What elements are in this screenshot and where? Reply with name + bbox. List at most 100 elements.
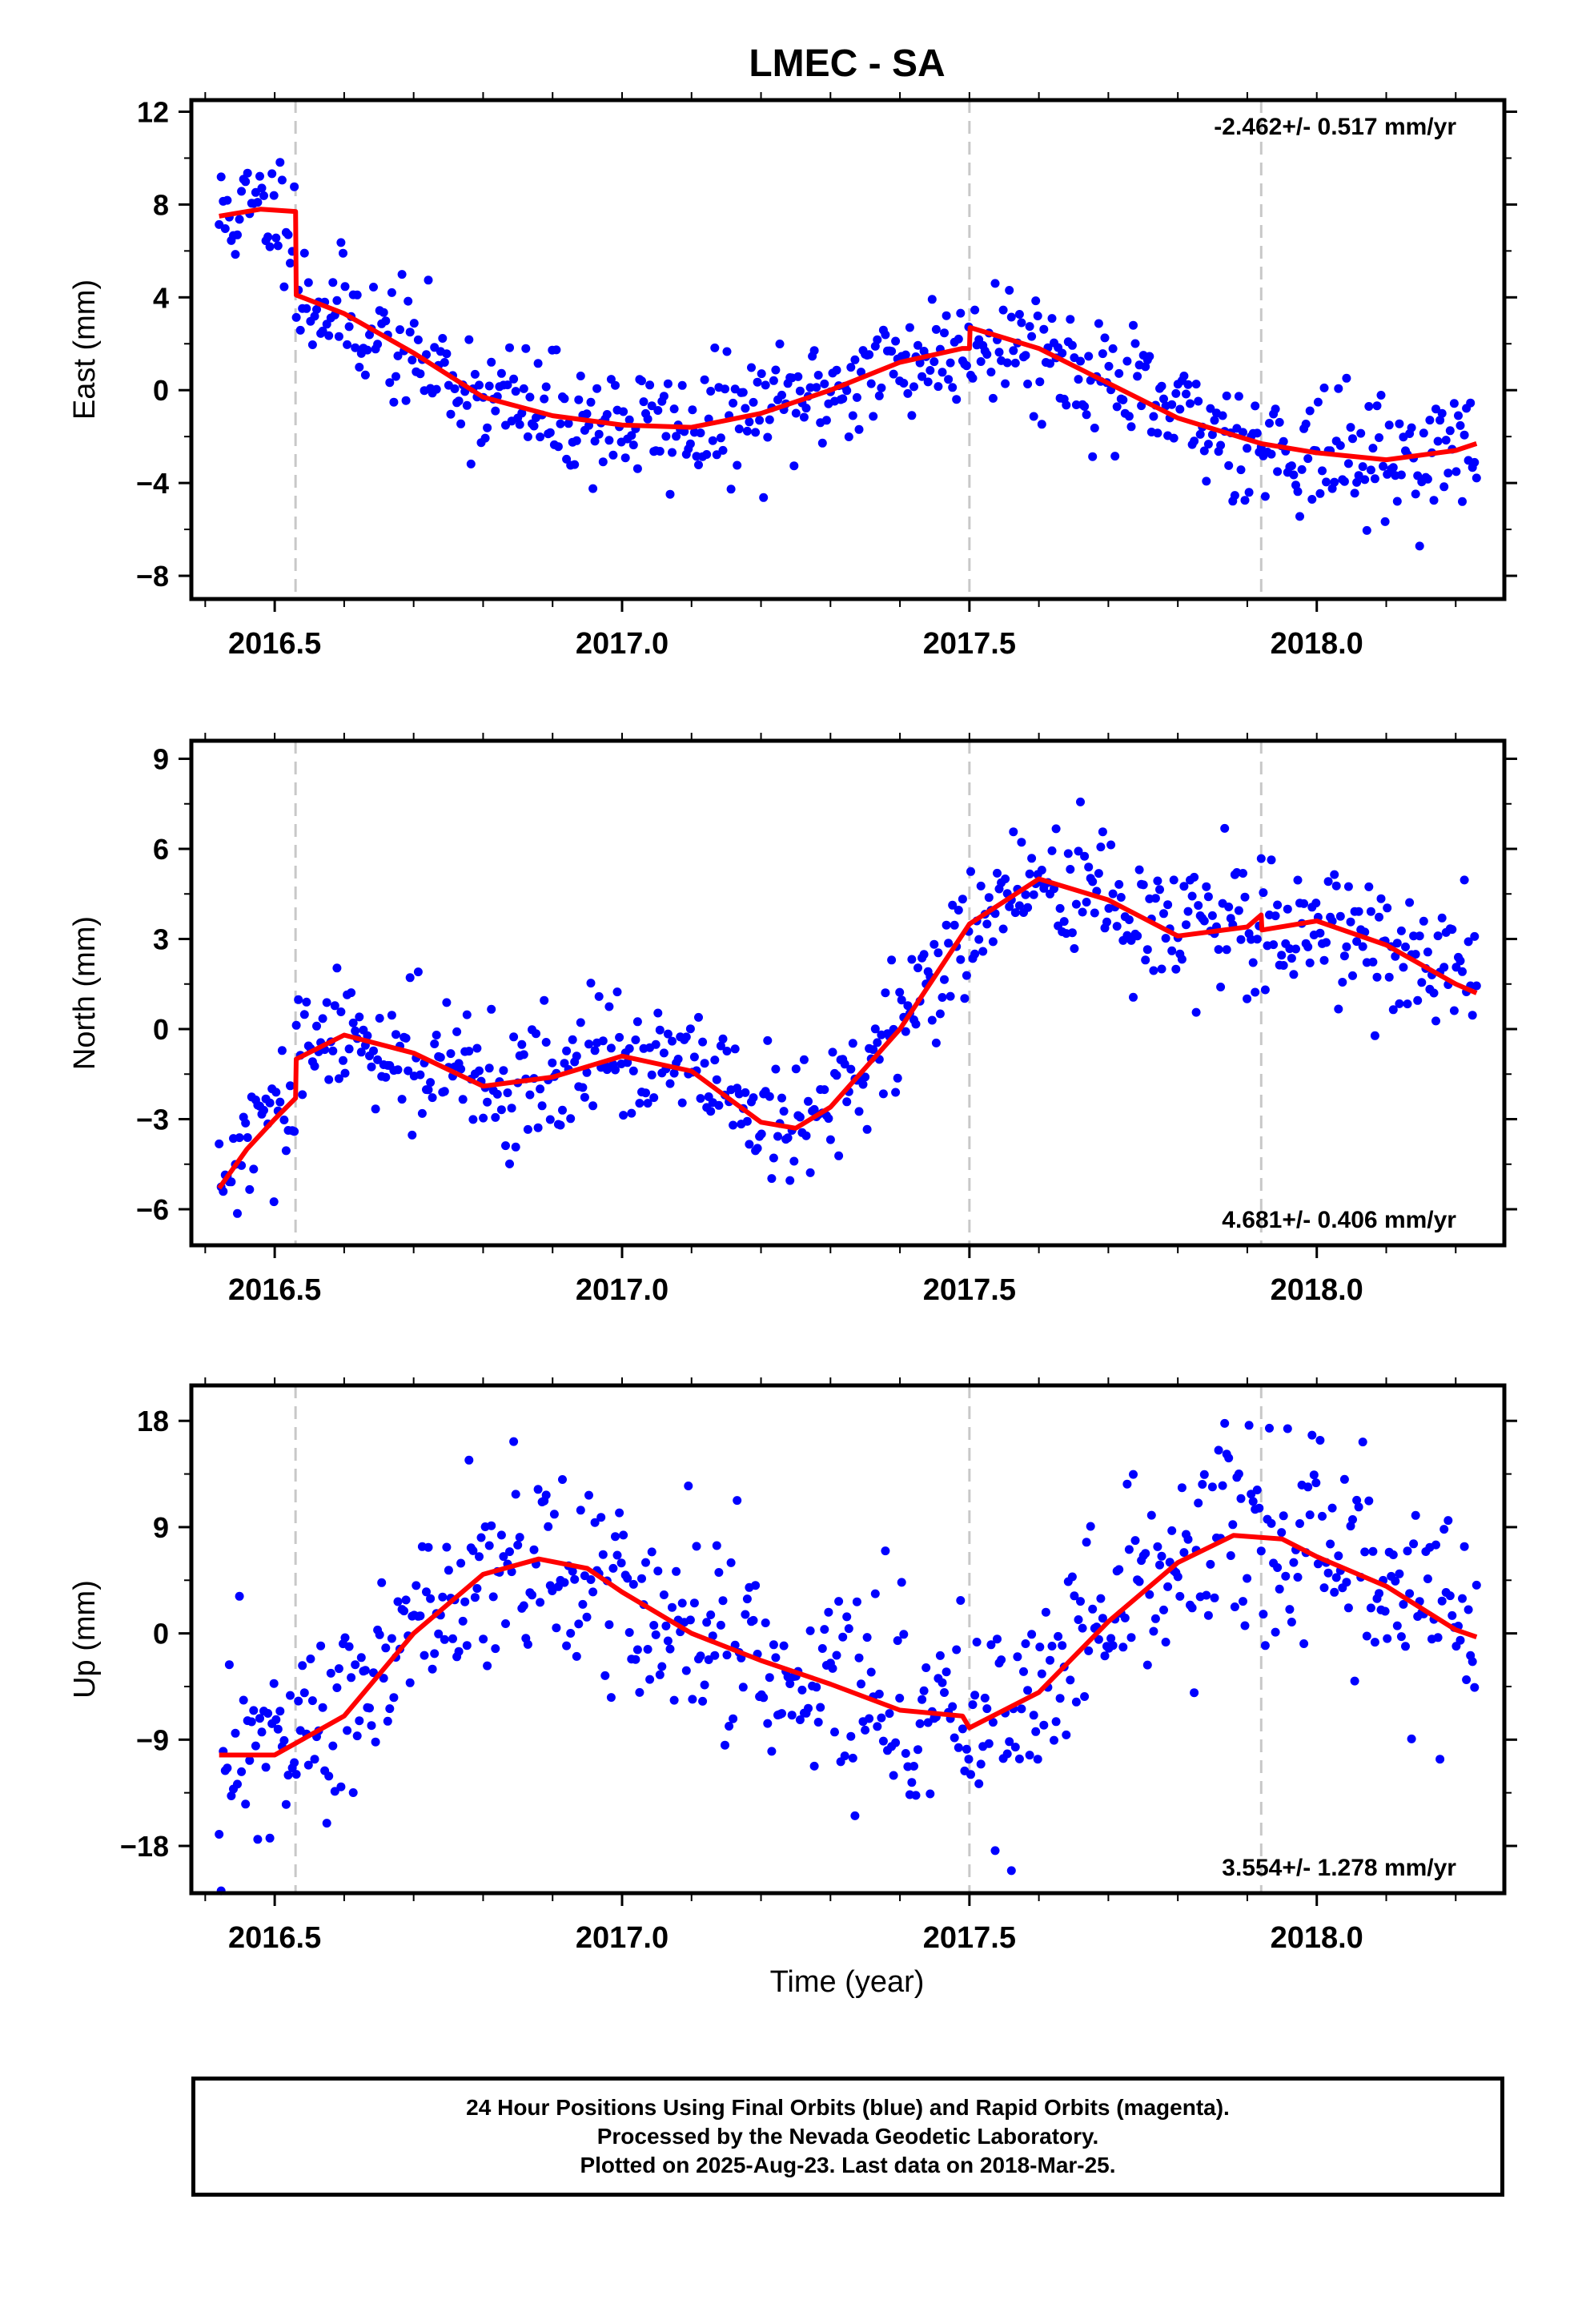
point-east — [1133, 372, 1142, 381]
point-up — [722, 1651, 732, 1660]
point-east — [1460, 430, 1469, 440]
point-up — [371, 1737, 380, 1747]
point-up — [1252, 1486, 1262, 1494]
point-up — [509, 1437, 519, 1446]
point-up — [424, 1542, 433, 1552]
point-up — [1289, 1558, 1299, 1567]
point-up — [1163, 1582, 1173, 1591]
point-up — [1392, 1621, 1402, 1630]
point-east — [1342, 373, 1351, 383]
point-north — [878, 1089, 888, 1099]
point-up — [505, 1547, 514, 1557]
point-up — [499, 1552, 508, 1562]
point-up — [692, 1542, 701, 1551]
x-tick-label: 2017.0 — [576, 1273, 669, 1307]
point-east — [529, 421, 539, 431]
point-east — [1098, 349, 1107, 359]
point-up — [688, 1695, 697, 1704]
point-east — [968, 373, 978, 383]
point-east — [632, 464, 642, 473]
point-east — [1222, 391, 1231, 400]
point-north — [1220, 823, 1230, 833]
point-up — [840, 1751, 849, 1761]
point-north — [771, 1064, 781, 1074]
point-east — [994, 348, 1004, 357]
point-east — [976, 357, 986, 366]
point-east — [901, 350, 910, 360]
x-tick-label: 2017.5 — [923, 1921, 1016, 1955]
point-east — [475, 380, 484, 390]
point-east — [844, 432, 853, 441]
point-north — [970, 949, 980, 959]
point-east — [525, 392, 535, 402]
point-north — [472, 1043, 482, 1053]
point-up — [476, 1533, 486, 1542]
point-up — [785, 1679, 795, 1688]
point-east — [1289, 470, 1299, 480]
point-east — [866, 379, 876, 388]
point-up — [974, 1779, 984, 1788]
point-east — [1206, 404, 1215, 413]
point-east — [1334, 384, 1343, 393]
point-up — [306, 1655, 315, 1663]
point-up — [600, 1671, 610, 1680]
point-north — [536, 1084, 545, 1094]
point-up — [980, 1693, 990, 1703]
point-east — [1305, 406, 1315, 416]
point-up — [1391, 1576, 1400, 1586]
point-east — [1350, 489, 1359, 498]
point-east — [747, 363, 756, 372]
point-up — [984, 1739, 994, 1748]
point-up — [787, 1711, 797, 1720]
point-up — [1126, 1633, 1136, 1642]
y-tick-label: 18 — [137, 1405, 169, 1437]
point-up — [405, 1678, 415, 1687]
point-north — [1439, 963, 1449, 972]
point-up — [501, 1619, 510, 1628]
point-up — [1076, 1597, 1085, 1606]
y-tick-label: −3 — [136, 1104, 169, 1136]
point-up — [850, 1811, 860, 1820]
point-east — [271, 233, 281, 243]
point-north — [1070, 944, 1079, 953]
point-north — [978, 947, 988, 956]
point-east — [1017, 318, 1026, 328]
point-up — [935, 1651, 945, 1660]
point-east — [487, 357, 496, 367]
point-up — [1198, 1480, 1207, 1489]
point-north — [290, 1127, 299, 1136]
point-east — [812, 383, 821, 392]
y-tick-label: 0 — [153, 374, 169, 407]
y-tick-label: 4 — [153, 281, 169, 314]
point-north — [791, 1064, 801, 1074]
point-north — [259, 1105, 268, 1115]
point-east — [517, 408, 527, 418]
point-east — [624, 415, 634, 424]
model-curve-north — [217, 876, 1478, 1190]
point-east — [685, 439, 695, 448]
point-east — [765, 415, 774, 424]
point-east — [352, 290, 362, 300]
point-east — [694, 460, 703, 469]
point-north — [393, 1065, 403, 1075]
point-north — [1437, 913, 1447, 923]
y-tick-label: 6 — [153, 833, 169, 866]
point-north — [336, 1007, 346, 1016]
point-north — [568, 1035, 577, 1044]
rate-label-up: 3.554+/- 1.278 mm/yr — [1222, 1855, 1456, 1881]
point-east — [1082, 410, 1091, 420]
point-east — [340, 282, 350, 292]
point-north — [1339, 951, 1349, 961]
point-east — [795, 386, 805, 396]
point-east — [1175, 404, 1185, 414]
point-up — [387, 1634, 396, 1643]
point-north — [1187, 891, 1197, 901]
point-east — [299, 248, 309, 258]
point-east — [1047, 314, 1057, 324]
point-north — [627, 1108, 636, 1118]
point-east — [251, 187, 260, 197]
point-north — [632, 1017, 642, 1027]
model-curve-east — [219, 207, 1478, 463]
point-north — [729, 1120, 738, 1130]
point-north — [1021, 890, 1030, 899]
